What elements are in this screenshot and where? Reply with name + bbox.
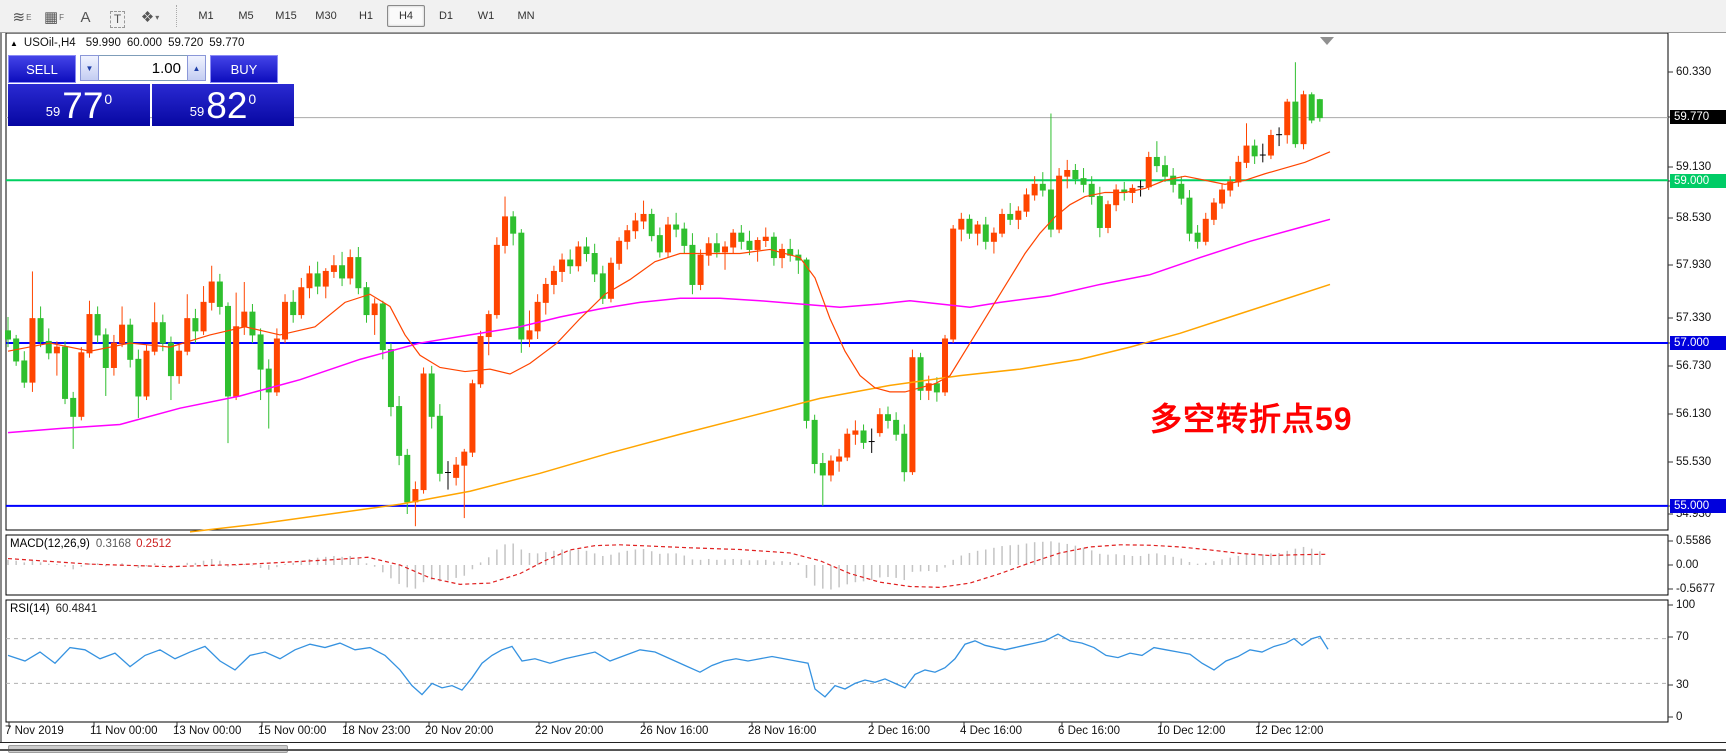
price-tick-badge: 57.000: [1670, 336, 1726, 350]
buy-button[interactable]: BUY: [210, 55, 278, 83]
collapse-triangle-icon[interactable]: ▲: [10, 38, 18, 48]
text-label-tool-icon[interactable]: A: [80, 9, 91, 26]
symbol-header: ▲ USOil-,H4 59.990 60.000 59.720 59.770: [10, 37, 250, 49]
time-axis-tick: 18 Nov 23:00: [342, 725, 411, 737]
sell-price-small: 59: [45, 104, 61, 119]
sell-button[interactable]: SELL: [8, 55, 76, 83]
buy-price-sup: 0: [248, 91, 257, 107]
timeframe-button-h1[interactable]: H1: [358, 10, 374, 22]
timeframe-button-m30[interactable]: M30: [315, 10, 337, 22]
toolbar-separator: [176, 5, 178, 27]
rsi-tick: 30: [1676, 679, 1689, 691]
window-bottom-edge: [0, 749, 1726, 751]
timeframe-button-w1[interactable]: W1: [477, 10, 495, 22]
arrows-tool-icon[interactable]: ❖ ▾: [140, 9, 160, 26]
time-axis-tick: 7 Nov 2019: [5, 725, 64, 737]
rsi-name: RSI(14): [10, 603, 50, 615]
draw-tool-icons: ≋ E ▦ F A T ❖ ▾: [6, 4, 166, 28]
rsi-tick: 0: [1676, 711, 1683, 723]
macd-tick: 0.00: [1676, 559, 1699, 571]
text-box-tool-icon[interactable]: T: [104, 4, 132, 28]
buy-price-big: 82: [206, 85, 248, 126]
rsi-value: 60.4841: [55, 603, 98, 615]
time-axis-tick: 13 Nov 00:00: [173, 725, 242, 737]
time-axis-tick: 12 Dec 12:00: [1255, 725, 1324, 737]
time-axis-tick: 2 Dec 16:00: [868, 725, 931, 737]
sell-price-big: 77: [62, 85, 104, 126]
one-click-trading-panel: SELL ▼ ▲ BUY 59 77 0 59 82 0: [8, 55, 294, 126]
time-axis-tick: 4 Dec 16:00: [960, 725, 1023, 737]
price-tick: 59.130: [1676, 161, 1712, 173]
price-tick: 58.530: [1676, 212, 1712, 224]
price-tick: 56.130: [1676, 408, 1712, 420]
crosshair-draw-tool-icon[interactable]: ≋ E: [12, 9, 32, 26]
price-tick-badge: 59.770: [1670, 110, 1726, 124]
price-tick-badge: 55.000: [1670, 499, 1726, 513]
time-axis-tick: 6 Dec 16:00: [1058, 725, 1121, 737]
timeframe-button-m1[interactable]: M1: [198, 10, 214, 22]
timeframe-button-d1[interactable]: D1: [438, 10, 454, 22]
fibonacci-tool-icon[interactable]: ▦ F: [43, 9, 65, 26]
time-axis-tick: 10 Dec 12:00: [1157, 725, 1226, 737]
buy-price-small: 59: [189, 104, 205, 119]
timeframe-button-m15[interactable]: M15: [275, 10, 297, 22]
price-tick: 57.930: [1676, 259, 1712, 271]
price-tick-badge: 59.000: [1670, 174, 1726, 188]
timeframe-buttons: M1 M5 M15 M30 H1 H4 D1 W1 MN: [186, 5, 546, 27]
price-tick: 56.730: [1676, 360, 1712, 372]
rsi-tick: 70: [1676, 631, 1689, 643]
ohlc-close: 59.770: [209, 37, 245, 49]
toolbar: ≋ E ▦ F A T ❖ ▾ M1 M5 M15 M30 H1 H4 D1 W1 MN: [0, 0, 1726, 33]
time-axis-tick: 11 Nov 00:00: [90, 725, 158, 737]
macd-tick: -0.5677: [1676, 583, 1716, 595]
volume-input[interactable]: [99, 55, 187, 81]
time-axis-tick: 15 Nov 00:00: [258, 725, 327, 737]
macd-signal-value: 0.2512: [136, 538, 172, 550]
chart-text-annotation: 多空转折点59: [1150, 401, 1353, 437]
macd-name: MACD(12,26,9): [10, 538, 90, 550]
macd-tick: 0.5586: [1676, 535, 1712, 547]
sell-price-display[interactable]: 59 77 0: [8, 84, 150, 126]
price-tick: 57.330: [1676, 312, 1712, 324]
time-axis-tick: 22 Nov 20:00: [535, 725, 604, 737]
rsi-tick: 100: [1676, 599, 1696, 611]
rsi-label: RSI(14) 60.4841: [10, 603, 97, 615]
volume-decrement-button[interactable]: ▼: [80, 55, 99, 81]
timeframe-button-h4[interactable]: H4: [387, 5, 425, 27]
time-axis-tick: 20 Nov 20:00: [425, 725, 494, 737]
chart-shift-marker-icon[interactable]: [1320, 37, 1334, 45]
sell-price-sup: 0: [104, 91, 113, 107]
macd-label: MACD(12,26,9) 0.3168 0.2512: [10, 538, 171, 550]
buy-price-display[interactable]: 59 82 0: [152, 84, 294, 126]
symbol-name: USOil-,H4: [23, 37, 76, 49]
timeframe-button-mn[interactable]: MN: [517, 10, 535, 22]
volume-increment-button[interactable]: ▲: [187, 55, 206, 81]
price-tick: 55.530: [1676, 456, 1712, 468]
timeframe-button-m5[interactable]: M5: [238, 10, 254, 22]
ohlc-open: 59.990: [85, 37, 121, 49]
time-axis-tick: 26 Nov 16:00: [640, 725, 709, 737]
ohlc-low: 59.720: [168, 37, 204, 49]
macd-main-value: 0.3168: [95, 538, 132, 550]
ohlc-high: 60.000: [126, 37, 163, 49]
time-axis-tick: 28 Nov 16:00: [748, 725, 817, 737]
price-tick: 60.330: [1676, 66, 1712, 78]
